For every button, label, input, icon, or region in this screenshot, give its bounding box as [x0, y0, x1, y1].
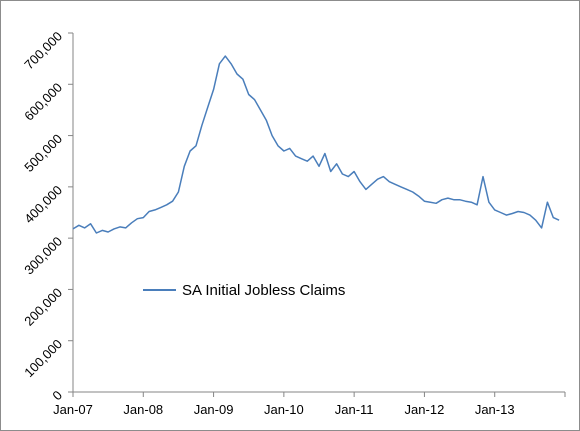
y-tick-label: 0 — [49, 388, 65, 404]
axes — [72, 33, 565, 393]
x-tick-label: Jan-08 — [123, 402, 163, 417]
y-tick-label: 600,000 — [21, 80, 65, 124]
x-tick-label: Jan-13 — [475, 402, 515, 417]
y-tick-label: 300,000 — [21, 234, 65, 278]
legend: SA Initial Jobless Claims — [143, 282, 345, 299]
y-axis-ticks: 0 100,000 200,000 300,000 400,000 500,000 600,… — [21, 29, 73, 404]
x-axis-ticks: Jan-07 Jan-08 Jan-09 Jan-10 Jan-11 Jan-12 Jan-… — [53, 392, 566, 417]
x-tick-label: Jan-12 — [405, 402, 445, 417]
y-tick-label: 200,000 — [21, 285, 65, 329]
x-tick-label: Jan-11 — [335, 402, 374, 417]
legend-label: SA Initial Jobless Claims — [182, 282, 345, 299]
x-tick-label: Jan-10 — [264, 402, 304, 417]
y-tick-label: 700,000 — [21, 29, 65, 73]
series-line-sa-initial-jobless-claims — [72, 55, 560, 234]
x-tick-label: Jan-07 — [53, 402, 93, 417]
y-tick-label: 100,000 — [21, 336, 65, 380]
y-tick-label: 500,000 — [21, 131, 65, 175]
y-tick-label: 400,000 — [21, 182, 65, 226]
x-tick-label: Jan-09 — [194, 402, 234, 417]
